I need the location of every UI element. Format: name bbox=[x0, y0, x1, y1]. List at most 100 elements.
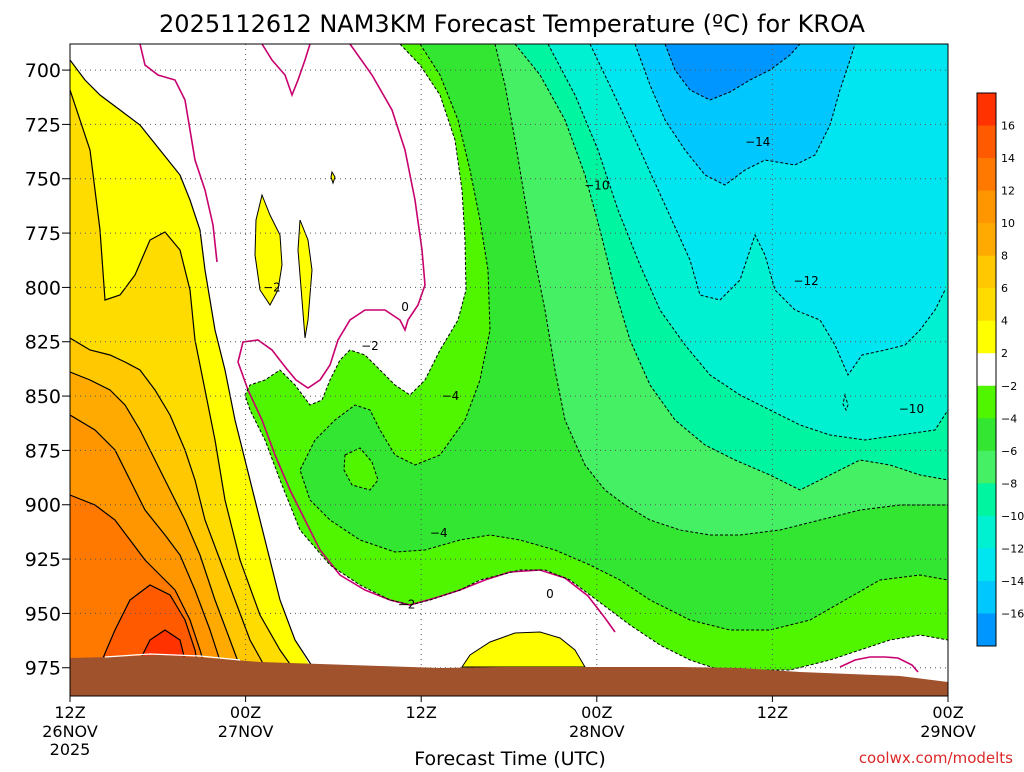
warm-pocket-3 bbox=[330, 170, 336, 185]
cold-pocket-1 bbox=[343, 447, 379, 491]
y-tick-label-925: 925 bbox=[25, 549, 61, 571]
colorbar-swatch-15 bbox=[977, 580, 996, 614]
band-minus16-fill bbox=[665, 44, 800, 100]
contour-plus12-line bbox=[70, 494, 206, 668]
contour-label-9: 0 bbox=[546, 587, 554, 601]
terrain-ground bbox=[70, 655, 948, 696]
colorbar-swatch-8 bbox=[977, 353, 996, 387]
contour-minus4-line bbox=[299, 44, 948, 631]
contour-plus2-line bbox=[70, 59, 313, 667]
y-tick-label-825: 825 bbox=[25, 332, 61, 354]
colorbar-label-1: 14 bbox=[1001, 152, 1015, 165]
x-tick-year-0: 2025 bbox=[50, 740, 91, 759]
colorbar-label-3: 10 bbox=[1001, 217, 1015, 230]
y-tick-label-750: 750 bbox=[25, 169, 61, 191]
contour-label-8: −4 bbox=[430, 526, 448, 540]
contour-zero-line-4 bbox=[839, 656, 919, 673]
colorbar-label-15: −16 bbox=[1001, 607, 1024, 620]
x-tick-date-0: 26NOV bbox=[42, 722, 98, 741]
warm-pocket-2 bbox=[297, 219, 313, 339]
colorbar-swatch-1 bbox=[977, 125, 996, 159]
contour-label-2: −12 bbox=[793, 274, 818, 288]
chart-title: 2025112612 NAM3KM Forecast Temperature (… bbox=[159, 10, 866, 38]
colorbar-swatch-0 bbox=[977, 93, 996, 126]
colorbar-label-0: 16 bbox=[1001, 120, 1015, 133]
contour-plus14-line bbox=[99, 584, 199, 668]
colorbar-swatch-9 bbox=[977, 385, 996, 419]
colorbar-swatch-14 bbox=[977, 548, 996, 582]
x-tick-label-2: 12Z bbox=[406, 703, 437, 722]
contour-zero-line-2 bbox=[261, 44, 311, 98]
colorbar-swatch-3 bbox=[977, 190, 996, 224]
x-tick-label-4: 12Z bbox=[757, 703, 788, 722]
colorbar-swatch-16 bbox=[977, 613, 996, 647]
cold-contours bbox=[244, 44, 948, 671]
x-tick-date-3: 28NOV bbox=[569, 722, 625, 741]
x-tick-date-5: 29NOV bbox=[920, 722, 976, 741]
x-axis-label: Forecast Time (UTC) bbox=[414, 748, 605, 768]
band-plus16-fill bbox=[140, 630, 185, 660]
contour-minus2-line bbox=[244, 44, 948, 671]
colorbar-label-10: −6 bbox=[1001, 445, 1017, 458]
colorbar-swatch-12 bbox=[977, 483, 996, 517]
colorbar-swatch-2 bbox=[977, 158, 996, 191]
y-tick-label-875: 875 bbox=[25, 440, 61, 462]
colorbar-swatch-11 bbox=[977, 450, 996, 484]
y-tick-label-850: 850 bbox=[25, 386, 61, 408]
x-tick-label-0: 12Z bbox=[54, 703, 85, 722]
colorbar-label-9: −4 bbox=[1001, 412, 1017, 425]
colorbar-label-14: −14 bbox=[1001, 575, 1024, 588]
warm-pocket-1 bbox=[254, 193, 283, 306]
y-tick-label-975: 975 bbox=[25, 658, 61, 680]
contour-labels: −14 −10 −12 −2 0 −2 −4 −10 −4 0 −2 bbox=[263, 135, 924, 612]
contour-label-6: −4 bbox=[442, 389, 460, 403]
contour-minus14-line bbox=[634, 44, 856, 186]
contour-plus6-line bbox=[70, 337, 266, 668]
colorbar-label-8: −2 bbox=[1001, 380, 1017, 393]
pressure-axis: 700 725 750 775 800 825 850 875 900 925 950 975 bbox=[25, 60, 70, 680]
colorbar: 16 14 12 10 8 6 4 2 −2 −4 −6 −8 −10 −12 −14 −16 bbox=[976, 92, 1024, 647]
warm-contours bbox=[70, 59, 313, 668]
contour-plus10-line bbox=[70, 414, 223, 668]
contour-plus8-line bbox=[70, 371, 241, 668]
contour-zero-line-1 bbox=[139, 44, 218, 263]
contour-label-3: −2 bbox=[263, 280, 281, 294]
colorbar-swatch-4 bbox=[977, 223, 996, 257]
colorbar-label-4: 8 bbox=[1001, 250, 1008, 263]
x-tick-label-3: 00Z bbox=[581, 703, 612, 722]
contour-label-0: −14 bbox=[745, 135, 770, 149]
y-tick-label-700: 700 bbox=[25, 60, 61, 82]
plot-frame bbox=[69, 43, 949, 697]
contour-plus16-line bbox=[139, 629, 186, 661]
colorbar-label-7: 2 bbox=[1001, 347, 1008, 360]
colorbar-label-11: −8 bbox=[1001, 477, 1017, 490]
colorbar-label-5: 6 bbox=[1001, 282, 1008, 295]
contour-label-5: −2 bbox=[361, 339, 379, 353]
contour-minus6-line bbox=[494, 44, 948, 536]
cold-pocket-2 bbox=[842, 393, 849, 412]
contour-minus8-line bbox=[514, 44, 948, 491]
contour-minus16-line bbox=[664, 44, 801, 101]
colorbar-label-6: 4 bbox=[1001, 315, 1008, 328]
x-tick-label-5: 00Z bbox=[932, 703, 963, 722]
colorbar-swatch-5 bbox=[977, 255, 996, 289]
y-tick-label-950: 950 bbox=[25, 603, 61, 625]
y-tick-label-800: 800 bbox=[25, 277, 61, 299]
colorbar-swatch-10 bbox=[977, 418, 996, 452]
colorbar-frame bbox=[976, 92, 997, 647]
terrain-edge-highlight bbox=[104, 653, 241, 661]
colorbar-label-2: 12 bbox=[1001, 185, 1015, 198]
contour-minus12-line bbox=[589, 44, 946, 377]
credit-text: coolwx.com/modelts bbox=[859, 749, 1013, 767]
contour-label-10: −2 bbox=[398, 598, 416, 612]
grid-lines bbox=[70, 44, 948, 696]
colorbar-swatch-6 bbox=[977, 288, 996, 322]
x-tick-date-1: 27NOV bbox=[218, 722, 274, 741]
colorbar-swatch-7 bbox=[977, 320, 996, 354]
colorbar-swatch-13 bbox=[977, 515, 996, 549]
y-tick-label-725: 725 bbox=[25, 114, 61, 136]
contour-plus4-line bbox=[70, 89, 293, 668]
x-tick-label-1: 00Z bbox=[230, 703, 261, 722]
